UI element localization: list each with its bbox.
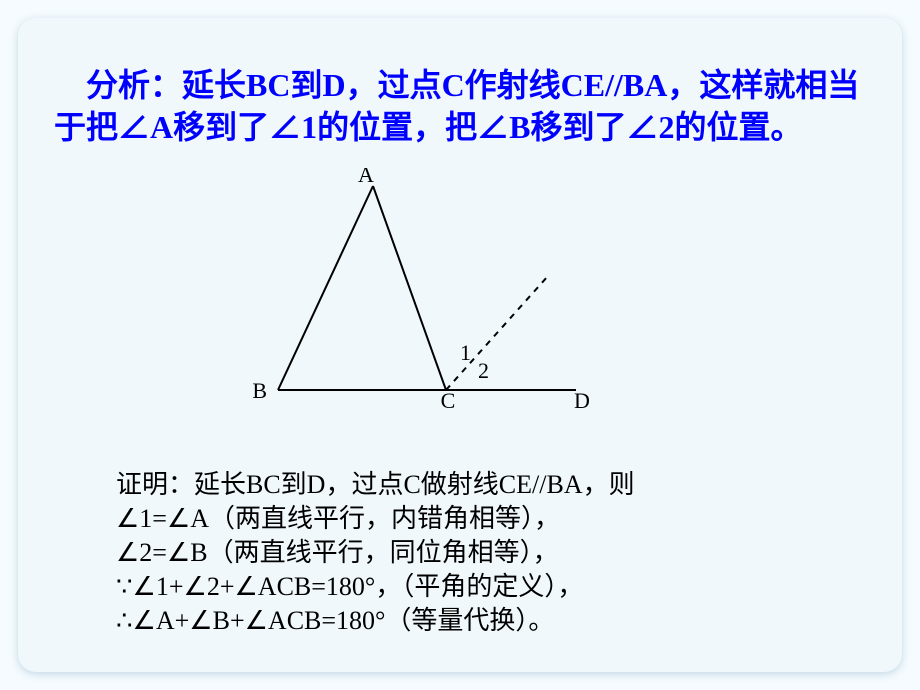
svg-text:1: 1 xyxy=(460,340,471,365)
slide-card: 分析：延长BC到D，过点C作射线CE//BA，这样就相当于把∠A移到了∠1的位置… xyxy=(18,18,902,672)
svg-text:2: 2 xyxy=(478,358,489,383)
svg-text:C: C xyxy=(441,388,456,413)
proof-line: ∠2=∠B（两直线平行，同位角相等）， xyxy=(116,536,856,570)
proof-line: 证明：延长BC到D，过点C做射线CE//BA，则 xyxy=(116,468,856,502)
proof-line: ∠1=∠A（两直线平行，内错角相等）， xyxy=(116,502,856,536)
triangle-diagram: A B C D 12 xyxy=(238,168,608,418)
diagram-svg: A B C D 12 xyxy=(238,168,608,418)
proof-line: ∵∠1+∠2+∠ACB=180°，（平角的定义）， xyxy=(116,570,856,604)
svg-text:A: A xyxy=(358,168,374,187)
proof-line: ∴∠A+∠B+∠ACB=180°（等量代换）。 xyxy=(116,604,856,638)
analysis-text: 分析：延长BC到D，过点C作射线CE//BA，这样就相当于把∠A移到了∠1的位置… xyxy=(54,64,864,148)
proof-block: 证明：延长BC到D，过点C做射线CE//BA，则 ∠1=∠A（两直线平行，内错角… xyxy=(116,468,856,638)
svg-text:B: B xyxy=(252,378,267,403)
svg-text:D: D xyxy=(574,388,590,413)
